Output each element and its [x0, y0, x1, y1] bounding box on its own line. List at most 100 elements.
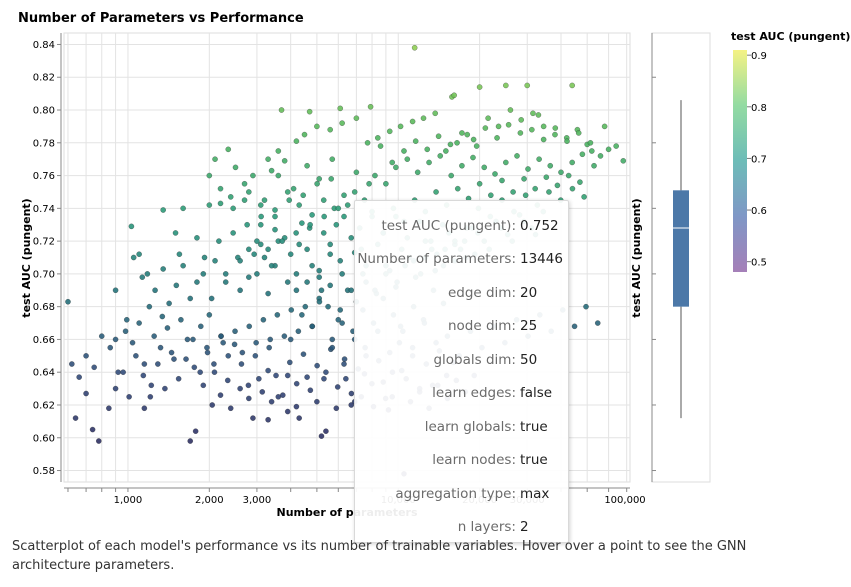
scatter-point[interactable] — [136, 320, 142, 326]
scatter-point[interactable] — [348, 234, 355, 241]
scatter-point[interactable] — [325, 303, 331, 310]
scatter-point[interactable] — [530, 110, 536, 117]
scatter-point[interactable] — [230, 205, 236, 212]
scatter-point[interactable] — [383, 180, 389, 187]
scatter-point[interactable] — [257, 202, 264, 208]
scatter-point[interactable] — [323, 428, 329, 435]
scatter-point[interactable] — [230, 230, 236, 236]
scatter-point[interactable] — [304, 374, 310, 380]
scatter-point[interactable] — [451, 92, 458, 99]
scatter-point[interactable] — [577, 179, 583, 185]
scatter-point[interactable] — [320, 197, 327, 203]
scatter-point[interactable] — [601, 123, 608, 130]
scatter-point[interactable] — [535, 112, 542, 118]
scatter-point[interactable] — [448, 172, 455, 179]
scatter-point[interactable] — [302, 303, 309, 310]
scatter-point[interactable] — [510, 189, 516, 195]
scatter-point[interactable] — [212, 156, 218, 163]
scatter-point[interactable] — [414, 169, 421, 176]
scatter-point[interactable] — [300, 192, 307, 199]
scatter-point[interactable] — [521, 175, 527, 182]
scatter-point[interactable] — [343, 375, 349, 382]
scatter-point[interactable] — [194, 279, 200, 285]
scatter-point[interactable] — [164, 325, 171, 331]
scatter-point[interactable] — [412, 138, 419, 145]
scatter-point[interactable] — [353, 115, 360, 122]
scatter-point[interactable] — [141, 361, 148, 367]
scatter-point[interactable] — [300, 351, 307, 358]
scatter-point[interactable] — [112, 385, 119, 392]
scatter-point[interactable] — [148, 382, 155, 389]
scatter-point[interactable] — [374, 135, 381, 141]
scatter-point[interactable] — [253, 339, 259, 346]
scatter-point[interactable] — [284, 408, 291, 415]
scatter-point[interactable] — [144, 271, 151, 277]
boxplot-box[interactable] — [673, 190, 689, 307]
scatter-point[interactable] — [126, 393, 132, 400]
scatter-point[interactable] — [83, 390, 89, 397]
scatter-point[interactable] — [95, 438, 102, 444]
scatter-point[interactable] — [454, 185, 461, 192]
scatter-point[interactable] — [435, 133, 442, 140]
scatter-point[interactable] — [192, 428, 199, 435]
scatter-point[interactable] — [411, 44, 418, 51]
scatter-point[interactable] — [227, 405, 234, 412]
scatter-point[interactable] — [254, 271, 260, 277]
scatter-point[interactable] — [505, 121, 512, 128]
scatter-point[interactable] — [487, 192, 494, 199]
scatter-point[interactable] — [341, 192, 347, 199]
scatter-point[interactable] — [296, 241, 303, 248]
scatter-point[interactable] — [261, 197, 268, 203]
scatter-point[interactable] — [152, 287, 158, 294]
scatter-point[interactable] — [293, 138, 300, 145]
scatter-point[interactable] — [304, 279, 310, 285]
scatter-point[interactable] — [211, 361, 217, 367]
scatter-point[interactable] — [564, 138, 570, 145]
scatter-point[interactable] — [495, 123, 502, 130]
scatter-point[interactable] — [261, 254, 268, 261]
scatter-point[interactable] — [554, 182, 561, 189]
scatter-point[interactable] — [225, 146, 232, 153]
scatter-point[interactable] — [293, 287, 300, 294]
scatter-point[interactable] — [190, 336, 196, 343]
scatter-point[interactable] — [329, 336, 336, 343]
scatter-point[interactable] — [583, 303, 589, 310]
scatter-point[interactable] — [314, 398, 320, 405]
scatter-point[interactable] — [257, 241, 264, 248]
scatter-point[interactable] — [287, 336, 294, 343]
scatter-point[interactable] — [344, 202, 351, 208]
scatter-point[interactable] — [337, 307, 344, 313]
scatter-point[interactable] — [139, 274, 146, 281]
scatter-point[interactable] — [222, 279, 229, 285]
scatter-point[interactable] — [420, 115, 427, 122]
scatter-point[interactable] — [258, 213, 264, 220]
scatter-point[interactable] — [187, 295, 194, 302]
scatter-point[interactable] — [306, 108, 313, 115]
scatter-point[interactable] — [518, 117, 525, 123]
scatter-point[interactable] — [594, 320, 601, 326]
scatter-point[interactable] — [335, 316, 342, 323]
scatter-point[interactable] — [147, 393, 154, 400]
scatter-point[interactable] — [254, 238, 260, 244]
scatter-point[interactable] — [588, 148, 595, 154]
scatter-point[interactable] — [256, 375, 262, 382]
scatter-point[interactable] — [239, 349, 246, 356]
scatter-point[interactable] — [286, 359, 293, 366]
scatter-point[interactable] — [304, 162, 310, 169]
scatter-point[interactable] — [575, 130, 582, 136]
scatter-point[interactable] — [237, 385, 243, 392]
scatter-point[interactable] — [208, 295, 215, 302]
scatter-point[interactable] — [178, 316, 184, 323]
scatter-point[interactable] — [464, 131, 471, 138]
scatter-point[interactable] — [502, 82, 509, 89]
scatter-point[interactable] — [296, 202, 303, 208]
scatter-point[interactable] — [281, 157, 288, 164]
scatter-point[interactable] — [293, 380, 300, 387]
scatter-point[interactable] — [265, 156, 271, 163]
scatter-point[interactable] — [83, 352, 89, 359]
scatter-point[interactable] — [339, 271, 345, 277]
scatter-point[interactable] — [514, 153, 520, 159]
scatter-point[interactable] — [558, 169, 564, 176]
scatter-point[interactable] — [160, 266, 167, 272]
scatter-point[interactable] — [372, 172, 378, 179]
